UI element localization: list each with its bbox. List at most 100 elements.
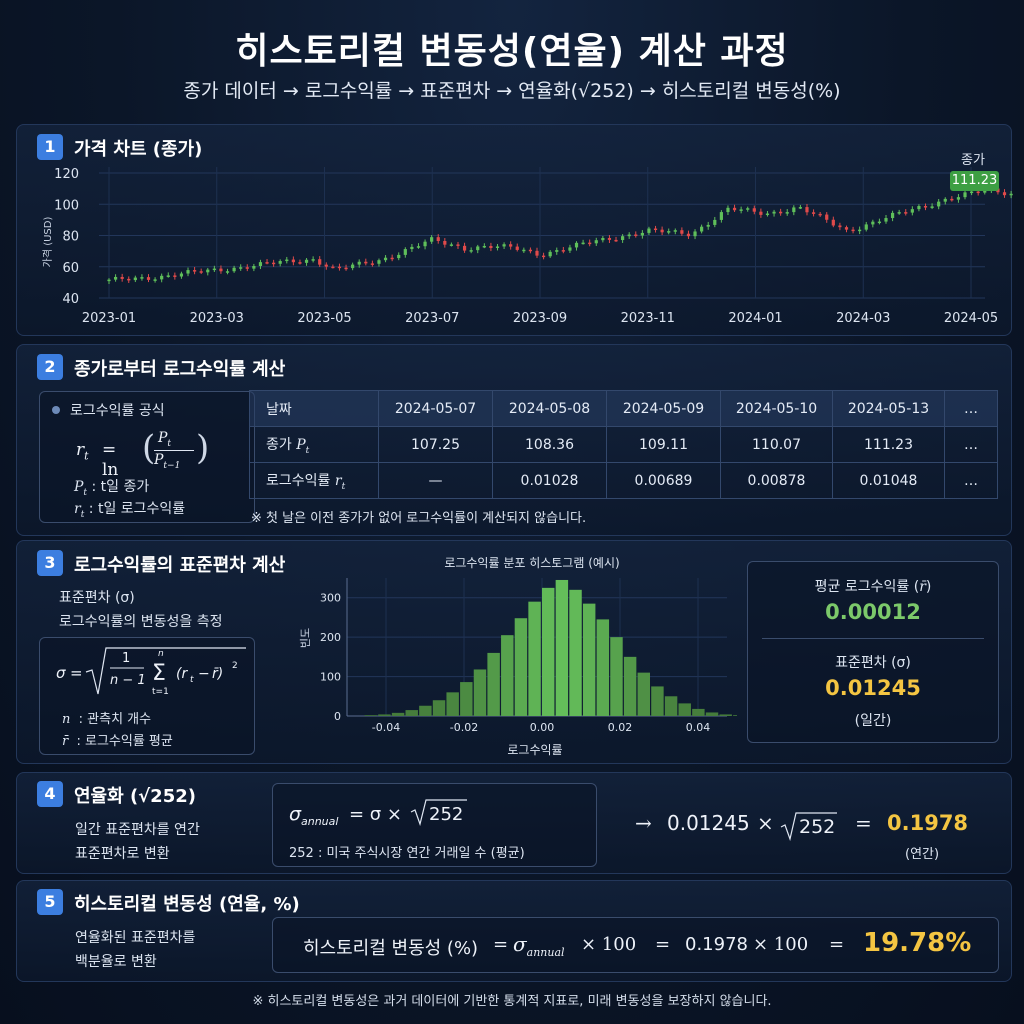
histogram-bar [364,715,377,716]
candle [140,277,144,279]
candle [752,208,756,212]
candle [179,273,184,277]
table-cell: 0.00689 [606,462,721,499]
annualize-result: 0.1978 [887,811,969,835]
x-tick-label: 2023-11 [621,311,675,326]
histogram-bar [460,682,473,716]
final-result: 19.78% [863,928,972,958]
candle [272,262,276,265]
table-note: ※ 첫 날은 이전 종가가 없어 로그수익률이 계산되지 않습니다. [251,511,587,526]
section-annualize: 4 연율화 (√252) 일간 표준편차를 연간 표준편차로 변환 σ annu… [16,772,1012,874]
histogram-bar [733,715,737,716]
histogram-bar [419,705,432,716]
candle [930,206,934,208]
candle [298,262,302,264]
candle [759,211,763,215]
candle [601,237,605,241]
candle [337,266,342,269]
final-formula: 히스토리컬 변동성 (%) = σannual × 100 = 0.1978 ×… [303,928,972,959]
candle [884,218,888,222]
section-price-chart: 1 가격 차트 (종가) 가격 (USD) 40 60 80 100 120 2023-0… [16,124,1013,336]
candle [291,259,295,263]
candle [719,212,723,220]
candle [509,244,513,247]
table-cell: … [944,390,998,427]
table-cell: 110.07 [720,426,833,463]
candle [910,209,914,213]
percent-desc-2: 백분율로 변환 [75,954,157,970]
candle [877,221,882,224]
table-row: 날짜 2024-05-07 2024-05-08 2024-05-09 2024… [249,390,998,427]
candle [765,213,770,216]
histogram-bar [542,587,555,716]
candle [686,233,691,237]
histogram-bar [678,703,691,716]
table-row: 종가 Pt 107.25 108.36 109.11 110.07 111.23… [249,426,998,463]
candle [364,261,368,264]
candle [831,219,835,226]
candle [963,192,967,198]
candle [581,242,585,245]
std-formula-box: σ = 1 n − 1 n Σ t=1 (r t − r̄) 2 n : 관측치… [39,637,255,755]
candle [522,249,526,252]
section-std-dev: 3 로그수익률의 표준편차 계산 표준편차 (σ) 로그수익률의 변동성을 측정… [16,540,1012,764]
svg-text:Σ: Σ [152,661,166,686]
candle [950,198,954,201]
annualize-desc-1: 일간 표준편차를 연간 [75,822,200,838]
last-price-label: 종가 [961,153,985,168]
x-tick-label: -0.04 [372,721,400,734]
candle [627,234,631,237]
section-number: 3 [37,550,63,576]
candle [456,244,460,246]
section-title: 로그수익률의 표준편차 계산 [74,555,286,576]
candle [344,267,348,270]
candle [1002,192,1007,196]
section-title: 히스토리컬 변동성 (연율, %) [74,894,300,915]
candle [792,207,796,213]
svg-text:252: 252 [429,804,463,825]
candle [890,212,895,219]
table-cell: 107.25 [378,426,493,463]
x-tick-label: 0.02 [608,721,633,734]
y-tick-label: 200 [320,631,341,644]
candle [528,249,533,252]
candle [515,246,519,250]
candle [706,224,710,227]
candle [502,244,506,247]
svg-text:(r: (r [176,666,188,682]
candle [495,246,500,249]
candle [838,225,842,228]
candle [1009,193,1013,196]
candle [680,230,684,234]
candle [403,249,407,255]
histogram-bar [664,696,678,716]
annualize-note: 252 : 미국 주식시장 연간 거래일 수 (평균) [289,846,525,861]
table-cell: 111.23 [832,426,945,463]
x-tick-label: 2024-01 [728,311,782,326]
svg-text:t: t [190,675,194,685]
svg-text:σ: σ [289,803,302,825]
svg-text:n: n [158,649,164,659]
x-tick-label: 0.04 [686,721,711,734]
candle [937,201,941,207]
candle [127,278,131,281]
candle [732,207,737,211]
table-header-return: 로그수익률 rt [249,462,379,499]
x-tick-label: 2024-05 [944,311,998,326]
candle [871,221,875,225]
candle [107,279,111,282]
section-title: 연율화 (√252) [74,786,196,807]
svg-text:2: 2 [232,661,238,671]
table-cell: 2024-05-08 [492,390,607,427]
candle [607,237,612,240]
table-cell: 0.01028 [492,462,607,499]
svg-text:n − 1: n − 1 [110,673,146,688]
histogram-bar [514,618,528,716]
candle [693,231,697,237]
candle [640,232,644,236]
percent-desc-1: 연율화된 표준편차를 [75,930,196,946]
candle [844,227,849,230]
candle [324,264,328,267]
histogram-bar [637,672,650,716]
candle [969,191,974,194]
